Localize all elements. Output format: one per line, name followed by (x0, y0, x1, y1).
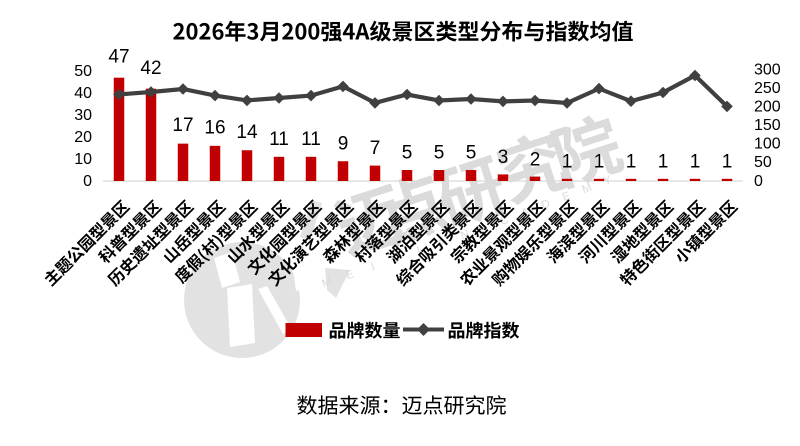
svg-text:14: 14 (236, 122, 258, 143)
svg-text:3: 3 (498, 147, 509, 168)
svg-text:A: A (436, 236, 448, 250)
svg-text:11: 11 (269, 129, 289, 150)
svg-text:I: I (369, 261, 376, 273)
svg-text:0: 0 (83, 173, 92, 190)
svg-text:1: 1 (658, 152, 669, 173)
svg-text:2: 2 (530, 149, 541, 170)
svg-text:47: 47 (108, 47, 129, 68)
svg-text:300: 300 (754, 61, 781, 78)
svg-text:42: 42 (140, 58, 161, 79)
svg-text:5: 5 (402, 143, 413, 164)
svg-text:1: 1 (562, 152, 573, 173)
svg-text:D: D (540, 198, 552, 212)
svg-text:200: 200 (754, 99, 781, 116)
svg-text:C: C (499, 214, 511, 228)
svg-text:50: 50 (754, 154, 772, 171)
svg-text:E: E (344, 268, 356, 282)
svg-text:100: 100 (754, 136, 781, 153)
svg-text:1: 1 (626, 152, 637, 173)
svg-text:40: 40 (74, 85, 92, 102)
svg-text:1: 1 (690, 152, 701, 173)
svg-text:50: 50 (74, 63, 92, 80)
svg-text:7: 7 (370, 138, 381, 159)
svg-text:30: 30 (74, 107, 92, 124)
svg-text:M: M (580, 182, 593, 197)
svg-text:N: N (459, 228, 471, 242)
svg-text:1: 1 (722, 152, 733, 173)
svg-text:5: 5 (434, 143, 445, 164)
svg-text:11: 11 (301, 129, 321, 150)
svg-text:1: 1 (594, 152, 605, 173)
svg-text:I: I (415, 245, 422, 257)
svg-text:9: 9 (338, 133, 349, 154)
svg-text:10: 10 (74, 151, 92, 168)
svg-text:M: M (320, 276, 333, 291)
svg-text:20: 20 (74, 129, 92, 146)
svg-text:17: 17 (172, 115, 193, 136)
svg-text:0: 0 (754, 173, 763, 190)
svg-text:150: 150 (754, 117, 781, 134)
svg-text:16: 16 (204, 117, 225, 138)
svg-text:250: 250 (754, 80, 781, 97)
svg-text:5: 5 (466, 143, 477, 164)
svg-text:E: E (561, 190, 573, 204)
